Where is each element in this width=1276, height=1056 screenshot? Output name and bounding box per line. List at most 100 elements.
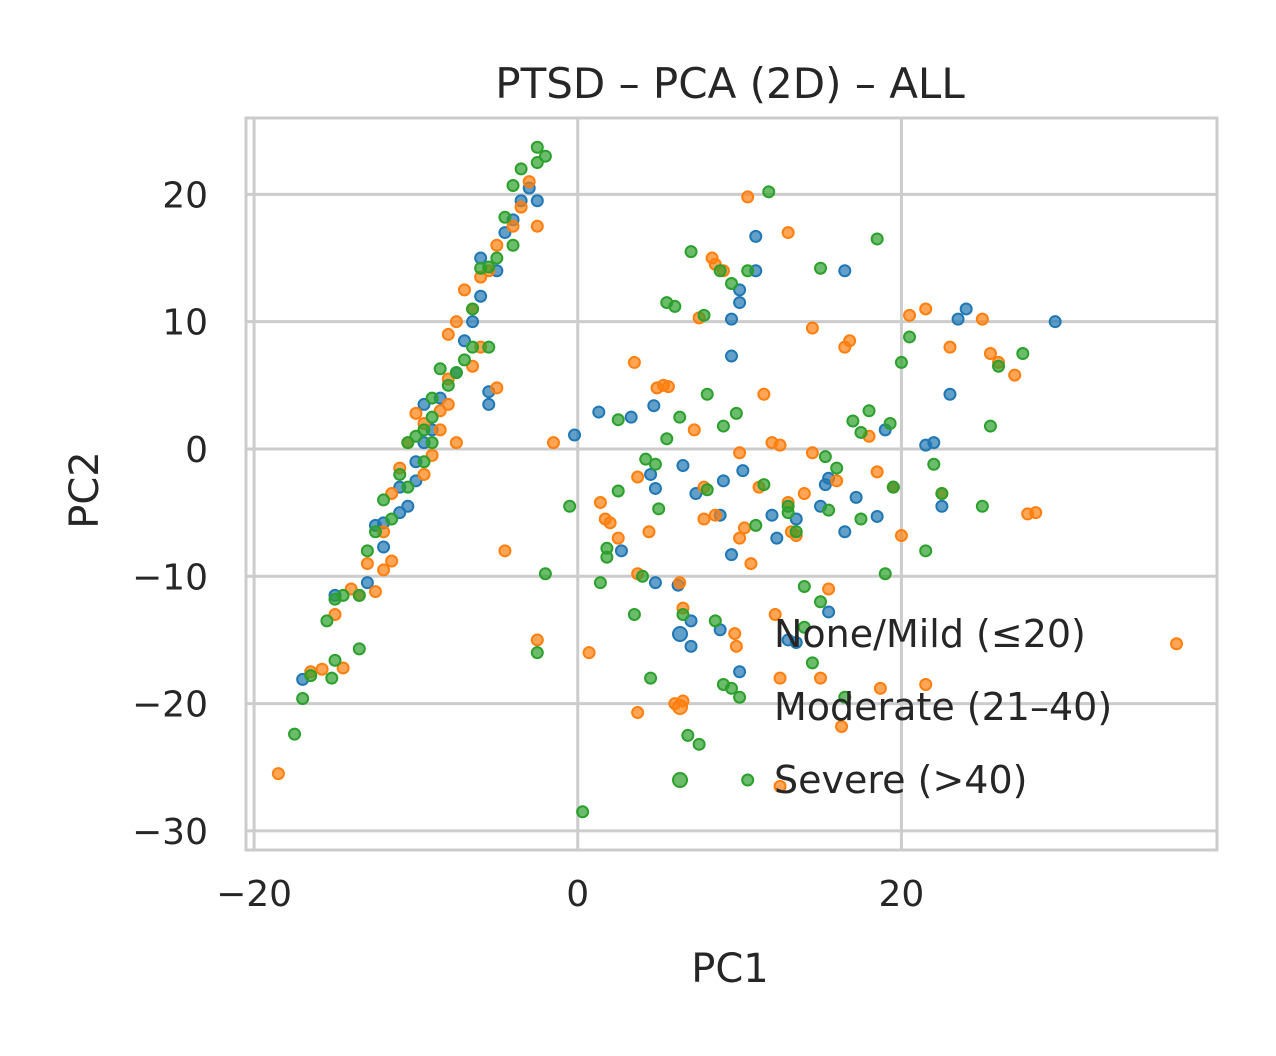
data-point: [725, 349, 738, 363]
data-point: [648, 457, 662, 471]
data-point: [725, 548, 738, 562]
data-point: [668, 299, 682, 313]
data-point: [975, 312, 989, 326]
data-point: [377, 493, 391, 507]
data-point: [873, 681, 887, 695]
legend-marker: [672, 772, 688, 788]
data-point: [506, 238, 520, 252]
data-point: [336, 661, 350, 675]
data-point: [660, 432, 674, 446]
data-point: [582, 646, 596, 660]
data-point: [441, 327, 455, 341]
data-point: [490, 381, 504, 395]
data-point: [644, 467, 658, 481]
data-point: [708, 508, 722, 522]
data-point: [368, 585, 382, 599]
data-point: [360, 544, 374, 558]
data-point: [449, 315, 463, 329]
y-tick-label: −30: [132, 812, 208, 853]
data-point: [733, 531, 747, 545]
data-point: [425, 391, 439, 405]
data-point: [538, 567, 552, 581]
data-point: [903, 330, 917, 344]
data-point: [814, 671, 828, 685]
data-point: [457, 353, 471, 367]
data-point: [733, 296, 747, 310]
data-point: [919, 678, 933, 692]
y-tick-label: −10: [132, 557, 208, 598]
data-point: [661, 380, 675, 394]
data-point: [514, 162, 528, 176]
data-point: [919, 302, 933, 316]
data-point: [417, 467, 431, 481]
y-tick-label: 20: [162, 175, 208, 216]
data-point: [635, 569, 649, 583]
data-point: [830, 461, 844, 475]
data-point: [538, 149, 552, 163]
data-point: [749, 518, 763, 532]
grid-lines: [246, 118, 1217, 850]
data-point: [401, 480, 415, 494]
data-point: [530, 219, 544, 233]
data-point: [797, 487, 811, 501]
data-point: [943, 387, 957, 401]
data-point: [377, 540, 391, 554]
data-point: [393, 467, 407, 481]
legend-label: None/Mild (≤20): [774, 612, 1086, 656]
data-point: [716, 474, 730, 488]
data-point: [822, 605, 836, 619]
data-point: [593, 495, 607, 509]
data-point: [894, 529, 908, 543]
data-point: [592, 405, 606, 419]
data-point: [624, 410, 638, 424]
data-point: [838, 264, 852, 278]
data-point: [725, 681, 738, 695]
data-point: [805, 321, 819, 335]
data-point: [611, 484, 625, 498]
data-point: [878, 567, 892, 581]
data-point: [336, 588, 350, 602]
data-point: [385, 554, 399, 568]
data-point: [449, 436, 463, 450]
data-point: [681, 728, 695, 742]
data-point: [568, 428, 582, 442]
data-point: [466, 340, 480, 354]
series-2: [288, 140, 1030, 819]
data-point: [352, 642, 366, 656]
plot-area-frame: [244, 116, 1219, 852]
data-point: [409, 406, 423, 420]
data-point: [725, 276, 738, 290]
x-axis-ticks: −20 0 20: [216, 874, 924, 915]
data-point: [457, 283, 471, 297]
data-point: [741, 264, 755, 278]
data-point: [441, 397, 455, 411]
data-point: [797, 579, 811, 593]
data-point: [490, 251, 504, 265]
data-point: [642, 525, 656, 539]
data-point: [474, 289, 488, 303]
data-point: [959, 302, 973, 316]
data-point: [639, 452, 653, 466]
data-point: [849, 490, 863, 504]
x-tick-label: 20: [879, 874, 925, 915]
data-point: [894, 355, 908, 369]
data-point: [530, 633, 544, 647]
data-point: [733, 446, 747, 460]
data-point: [733, 690, 747, 704]
data-point: [530, 140, 544, 154]
data-point: [676, 459, 690, 473]
data-point: [713, 264, 727, 278]
y-axis-label: PC2: [62, 451, 108, 529]
data-point: [838, 525, 852, 539]
data-point: [708, 614, 722, 628]
data-point: [862, 404, 876, 418]
data-point: [530, 646, 544, 660]
data-point: [854, 425, 868, 439]
data-point: [482, 260, 496, 274]
data-point: [360, 557, 374, 571]
data-point: [1048, 315, 1062, 329]
data-point: [822, 582, 836, 596]
data-point: [563, 499, 577, 513]
data-point: [741, 190, 755, 204]
data-point: [360, 576, 374, 590]
